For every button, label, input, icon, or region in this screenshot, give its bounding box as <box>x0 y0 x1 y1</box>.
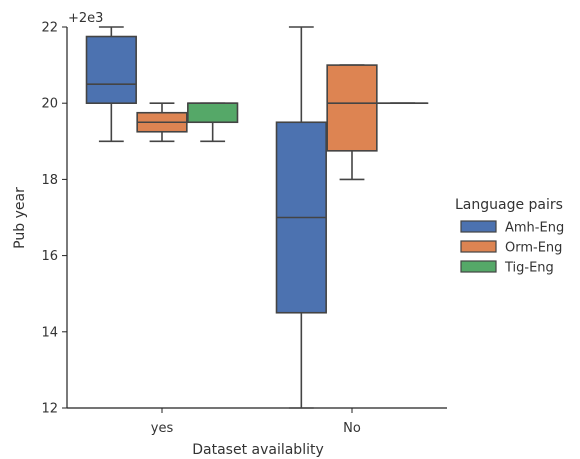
iqr-box <box>187 102 239 124</box>
legend-swatch <box>460 240 497 253</box>
y-tick-label: 18 <box>41 173 58 188</box>
legend: Language pairs Amh-Eng Orm-Eng Tig-Eng <box>455 197 564 276</box>
legend-entry-label: Amh-Eng <box>505 221 564 236</box>
y-tick-label: 12 <box>41 402 58 417</box>
boxes <box>85 26 429 409</box>
x-ticks: yes No <box>151 408 361 436</box>
x-axis-label: Dataset availablity <box>192 442 324 458</box>
box-tig-eng-yes <box>187 102 239 143</box>
iqr-box <box>85 35 137 105</box>
iqr-box <box>326 64 378 152</box>
y-offset-label: +2e3 <box>68 11 103 26</box>
axes: +2e3 Pub year Dataset availablity <box>12 11 447 458</box>
box-amh-eng-yes <box>85 26 137 143</box>
y-tick-label: 20 <box>41 97 58 112</box>
box-amh-eng-no <box>275 26 327 409</box>
legend-entry-label: Tig-Eng <box>504 261 554 276</box>
y-ticks: 12 14 16 18 20 22 <box>41 21 67 417</box>
y-tick-label: 22 <box>41 21 58 36</box>
y-axis-label: Pub year <box>12 187 28 249</box>
x-tick-label: yes <box>151 421 174 436</box>
y-tick-label: 16 <box>41 249 58 264</box>
box-orm-eng-no <box>326 64 378 181</box>
legend-swatch <box>460 260 497 273</box>
legend-title: Language pairs <box>455 197 563 213</box>
box-orm-eng-yes <box>136 102 188 143</box>
x-tick-label: No <box>343 421 361 436</box>
legend-swatch <box>460 220 497 233</box>
y-tick-label: 14 <box>41 325 58 340</box>
legend-entry-label: Orm-Eng <box>505 241 562 256</box>
